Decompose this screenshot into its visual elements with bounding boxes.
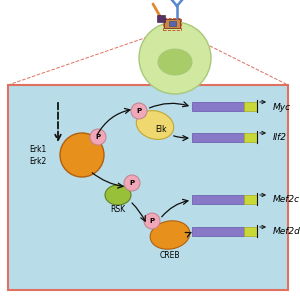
FancyBboxPatch shape (164, 19, 180, 28)
Text: P: P (95, 134, 101, 140)
Circle shape (60, 133, 104, 177)
FancyBboxPatch shape (8, 85, 288, 290)
Text: Erk1: Erk1 (29, 145, 46, 154)
Ellipse shape (105, 185, 131, 205)
Bar (244, 195, 257, 204)
Bar (192, 195, 244, 204)
Text: Mef2c: Mef2c (273, 196, 300, 205)
Circle shape (139, 22, 211, 94)
Circle shape (124, 175, 140, 191)
Text: Elk: Elk (155, 125, 167, 134)
Circle shape (90, 129, 106, 145)
Ellipse shape (158, 49, 192, 75)
Ellipse shape (136, 111, 174, 140)
Text: P: P (149, 218, 154, 224)
FancyBboxPatch shape (157, 15, 165, 22)
Bar (244, 102, 257, 111)
Bar (192, 227, 244, 236)
Bar (192, 102, 244, 111)
Ellipse shape (150, 221, 190, 249)
Text: Erk2: Erk2 (29, 157, 46, 166)
Bar (244, 133, 257, 142)
Text: Mef2d: Mef2d (273, 227, 300, 236)
Text: RSK: RSK (110, 205, 126, 214)
Text: Ilf2: Ilf2 (273, 134, 287, 142)
Text: CREB: CREB (160, 250, 180, 260)
FancyBboxPatch shape (169, 21, 176, 26)
Bar (244, 227, 257, 236)
Bar (192, 133, 244, 142)
Circle shape (144, 213, 160, 229)
Text: Myc: Myc (273, 103, 291, 112)
Text: P: P (136, 108, 142, 114)
Text: P: P (129, 180, 135, 186)
Circle shape (131, 103, 147, 119)
